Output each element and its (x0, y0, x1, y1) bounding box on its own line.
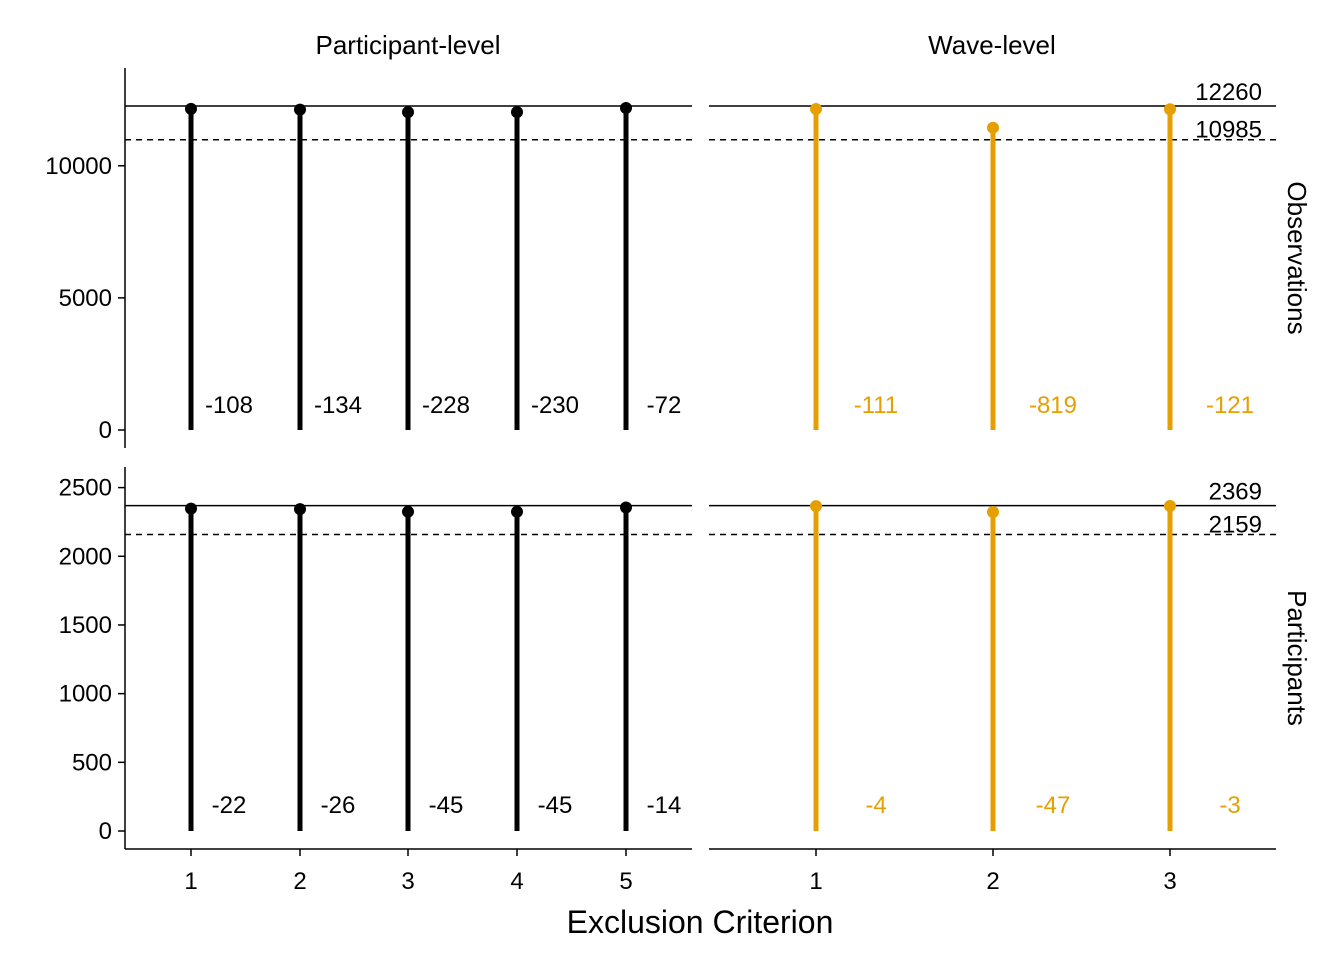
x-tick-label-wave-level-participants: 1 (809, 868, 822, 895)
data-label-participant-level-observations: -134 (314, 392, 362, 419)
data-label-participant-level-observations: -230 (531, 392, 579, 419)
lollipop-point-participant-level-observations (185, 102, 197, 115)
data-label-participant-level-participants: -26 (321, 792, 356, 819)
x-tick-label-participant-level-participants: 3 (401, 868, 414, 895)
data-label-wave-level-observations: -121 (1206, 392, 1254, 419)
x-tick-label-wave-level-participants: 2 (986, 868, 999, 895)
lollipop-point-wave-level-participants (810, 500, 822, 513)
lollipop-point-wave-level-participants (1164, 500, 1176, 513)
lollipop-point-participant-level-participants (620, 501, 632, 514)
y-tick-label-participant-level-participants: 1000 (59, 681, 112, 708)
x-tick-label-wave-level-participants: 3 (1163, 868, 1176, 895)
strip-label-participant-level: Participant-level (316, 30, 501, 60)
y-tick-label-participant-level-participants: 500 (72, 749, 112, 776)
data-label-wave-level-observations: -819 (1029, 392, 1077, 419)
x-axis-label: Exclusion Criterion (567, 904, 834, 940)
lollipop-point-participant-level-participants (511, 505, 523, 518)
data-label-wave-level-observations: -111 (854, 392, 898, 419)
ref-label-solid-wave-level-observations: 12260 (1195, 79, 1262, 106)
panel-wave-level-observations: 12260 10985 -111 -819 -121 (709, 79, 1276, 430)
data-label-participant-level-participants: -45 (538, 792, 573, 819)
strip-labels: Participant-level Wave-level Observation… (316, 30, 1312, 726)
lollipop-point-participant-level-participants (294, 503, 306, 516)
lollipop-point-participant-level-participants (402, 505, 414, 518)
data-label-participant-level-participants: -45 (429, 792, 464, 819)
y-tick-label-participant-level-participants: 2500 (59, 475, 112, 502)
strip-label-observations: Observations (1282, 181, 1312, 334)
lollipop-point-wave-level-observations (1164, 103, 1176, 116)
x-tick-label-participant-level-participants: 5 (619, 868, 632, 895)
panel-participant-level-observations: 0 5000 10000 -108 -134 -228 -230 -72 (45, 68, 692, 448)
lollipop-point-wave-level-participants (987, 506, 999, 519)
data-label-participant-level-observations: -228 (422, 392, 470, 419)
data-label-participant-level-observations: -108 (205, 392, 253, 419)
data-label-participant-level-observations: -72 (647, 392, 682, 419)
y-tick-label-participant-level-participants: 2000 (59, 543, 112, 570)
lollipop-point-participant-level-observations (402, 106, 414, 119)
data-label-wave-level-participants: -4 (865, 792, 886, 819)
data-label-participant-level-participants: -14 (647, 792, 682, 819)
y-tick-label-participant-level-observations: 5000 (59, 285, 112, 312)
lollipop-point-wave-level-observations (987, 121, 999, 134)
lollipop-point-participant-level-observations (294, 103, 306, 116)
lollipop-point-wave-level-observations (810, 102, 822, 115)
strip-label-participants: Participants (1282, 590, 1312, 726)
ref-label-dashed-wave-level-observations: 10985 (1195, 117, 1262, 144)
x-tick-label-participant-level-participants: 1 (184, 868, 197, 895)
strip-label-wave-level: Wave-level (928, 30, 1056, 60)
y-tick-label-participant-level-observations: 0 (99, 417, 112, 444)
x-tick-label-participant-level-participants: 4 (510, 868, 523, 895)
ref-label-solid-wave-level-participants: 2369 (1209, 479, 1262, 506)
data-label-wave-level-participants: -47 (1036, 792, 1071, 819)
panel-participant-level-participants: 0 500 1000 1500 2000 2500 1 2 3 4 5 -22 -26 -45 -45 -14 (59, 467, 692, 895)
y-tick-label-participant-level-participants: 0 (99, 818, 112, 845)
lollipop-point-participant-level-observations (620, 101, 632, 114)
x-tick-label-participant-level-participants: 2 (293, 868, 306, 895)
ref-label-dashed-wave-level-participants: 2159 (1209, 511, 1262, 538)
data-label-participant-level-participants: -22 (212, 792, 247, 819)
y-tick-label-participant-level-participants: 1500 (59, 612, 112, 639)
lollipop-point-participant-level-observations (511, 106, 523, 119)
data-label-wave-level-participants: -3 (1219, 792, 1240, 819)
panel-wave-level-participants: 1 2 3 2369 2159 -4 -47 -3 (709, 479, 1276, 895)
lollipop-point-participant-level-participants (185, 502, 197, 515)
y-tick-label-participant-level-observations: 10000 (45, 153, 112, 180)
